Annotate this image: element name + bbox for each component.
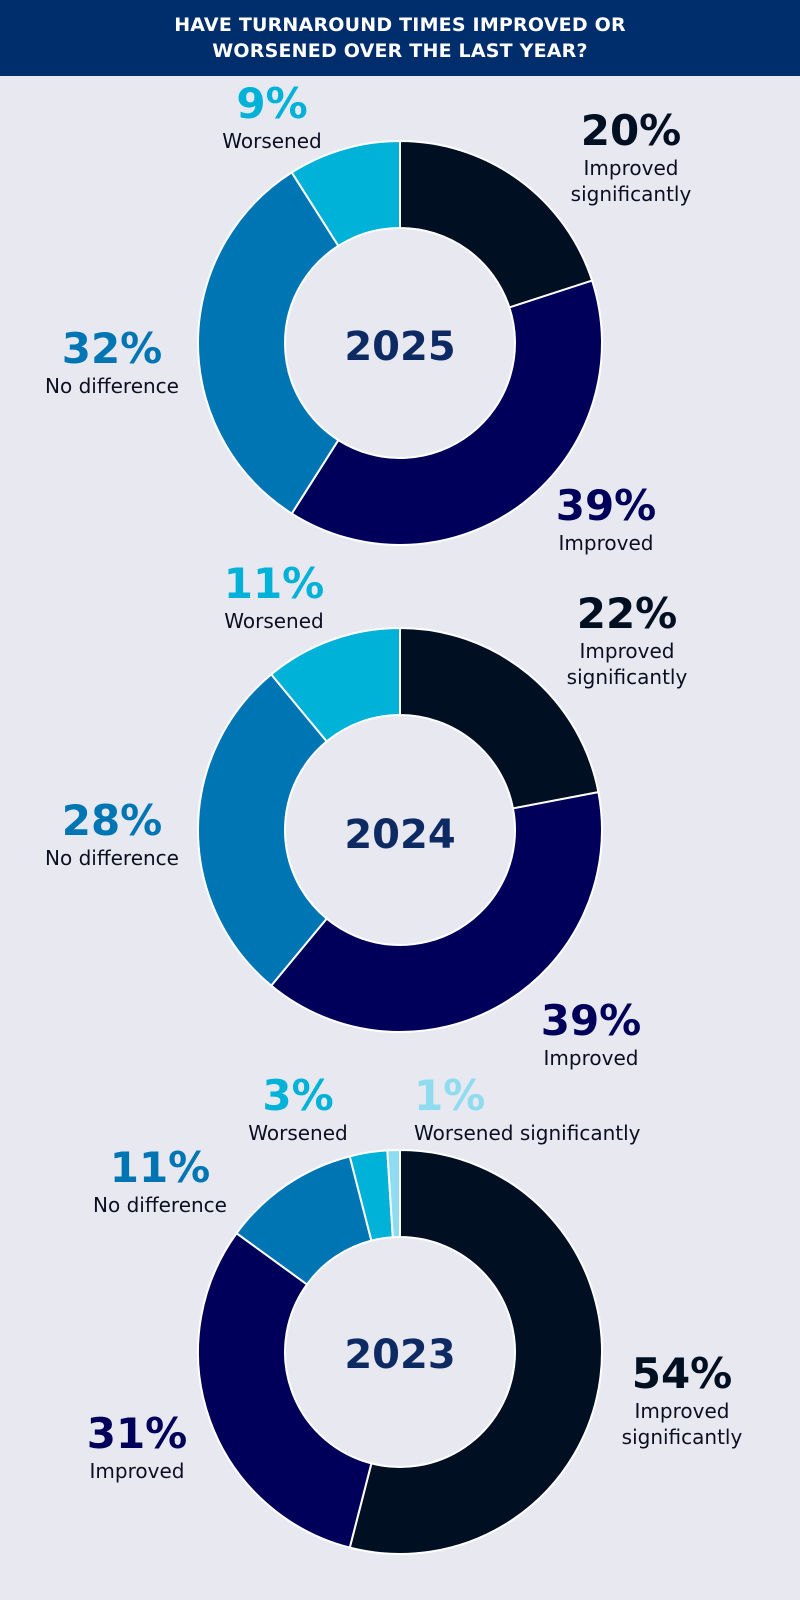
donut-chart-2023: 2023 54%Improved significantly 31%Improved 1…	[87, 1071, 743, 1555]
slice-category-label: Worsened	[224, 609, 323, 633]
donut-slice	[399, 626, 600, 810]
slice-percent-label: 22%	[577, 589, 678, 638]
donut-chart-2025: 2025 20%Improved significantly 39%Improved 3…	[45, 79, 691, 555]
donut-slice	[290, 279, 603, 546]
slice-percent-label: 54%	[632, 1349, 733, 1398]
slice-percent-label: 31%	[87, 1409, 188, 1458]
slice-percent-label: 39%	[556, 481, 657, 530]
slice-percent-label: 39%	[541, 996, 642, 1045]
slice-percent-label: 20%	[581, 106, 682, 155]
center-year-label: 2023	[344, 1332, 455, 1378]
slice-category-label: Improved	[544, 1046, 639, 1070]
slice-category-label: Improved significantly	[567, 639, 688, 689]
chart-header: HAVE TURNAROUND TIMES IMPROVED OR WORSEN…	[0, 0, 800, 76]
donut-slice	[197, 171, 340, 515]
donut-slice	[386, 1148, 401, 1239]
slice-category-label: Improved significantly	[571, 156, 692, 206]
slice-percent-label: 1%	[414, 1071, 485, 1120]
slice-category-label: No difference	[45, 374, 179, 398]
center-year-label: 2024	[344, 812, 455, 858]
donut-slice	[197, 1231, 373, 1549]
slice-percent-label: 28%	[62, 796, 163, 845]
donut-slice	[197, 672, 329, 988]
chart-title: HAVE TURNAROUND TIMES IMPROVED OR WORSEN…	[174, 14, 626, 62]
slice-category-label: Improved	[559, 531, 654, 555]
donut-slice	[399, 139, 594, 309]
slice-percent-label: 32%	[62, 324, 163, 373]
slice-percent-label: 3%	[262, 1071, 333, 1120]
slice-percent-label: 11%	[110, 1143, 211, 1192]
slice-category-label: Worsened	[222, 129, 321, 153]
donut-slice	[269, 790, 603, 1033]
slice-category-label: Worsened	[248, 1121, 347, 1145]
center-year-label: 2025	[344, 324, 455, 370]
slice-category-label: Improved significantly	[622, 1399, 743, 1449]
slice-category-label: No difference	[45, 846, 179, 870]
slice-category-label: Worsened significantly	[414, 1121, 641, 1145]
slice-percent-label: 11%	[224, 559, 325, 608]
slice-percent-label: 9%	[236, 79, 307, 128]
donut-chart-2024: 2024 22%Improved significantly 39%Improved 2…	[45, 559, 687, 1070]
donut-slice	[290, 139, 401, 248]
donut-slice	[348, 1148, 604, 1555]
slice-category-label: No difference	[93, 1193, 227, 1217]
slice-category-label: Improved	[90, 1459, 185, 1483]
donut-slice	[269, 626, 401, 743]
